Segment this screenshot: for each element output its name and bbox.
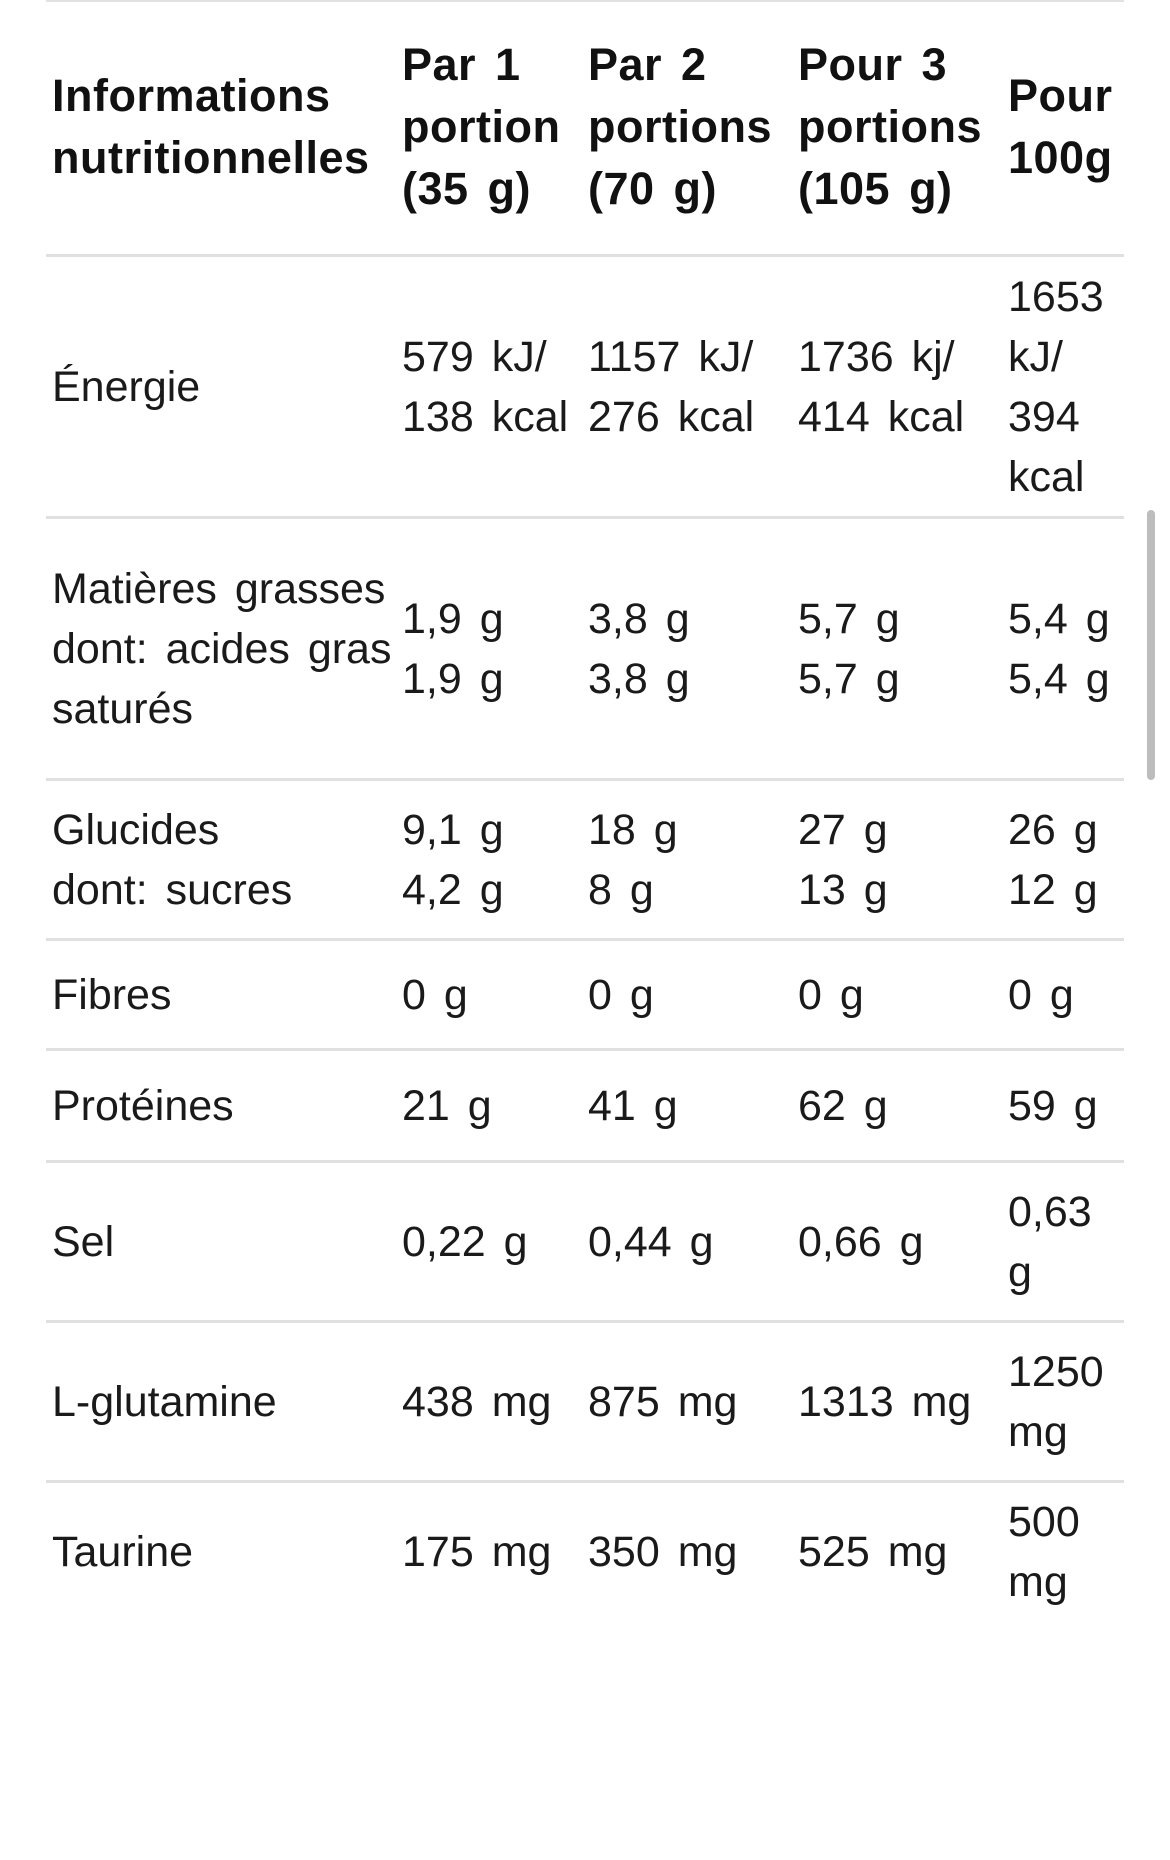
scrollbar-thumb[interactable]	[1147, 510, 1155, 780]
header-per-100g: Pour 100g	[1002, 0, 1124, 257]
glutamine-per-3: 1313 mg	[792, 1321, 1002, 1483]
row-energie: Énergie 579 kJ/ 138 kcal 1157 kJ/ 276 kc…	[46, 255, 1124, 519]
label-energie: Énergie	[46, 255, 396, 519]
row-glucides: Glucides dont: sucres 9,1 g 4,2 g 18 g 8…	[46, 779, 1124, 941]
grasses-per-3: 5,7 g 5,7 g	[792, 517, 1002, 781]
taurine-per-100g: 500 mg	[1008, 1498, 1080, 1607]
glucides-per-2: 18 g 8 g	[582, 779, 792, 941]
fibres-per-3: 0 g	[792, 939, 1002, 1051]
header-row: Informations nutritionnelles Par 1 porti…	[46, 0, 1124, 257]
sel-per-100g: 0,63 g	[1002, 1161, 1124, 1323]
row-taurine: Taurine 175 mg 350 mg 525 mg 500 mg	[46, 1482, 1124, 1622]
grasses-per-2: 3,8 g 3,8 g	[582, 517, 792, 781]
fibres-per-100g: 0 g	[1002, 939, 1124, 1051]
row-proteines: Protéines 21 g 41 g 62 g 59 g	[46, 1049, 1124, 1163]
row-l-glutamine: L-glutamine 438 mg 875 mg 1313 mg 1250 m…	[46, 1321, 1124, 1483]
vertical-scrollbar[interactable]	[1144, 0, 1156, 1860]
label-l-glutamine: L-glutamine	[46, 1321, 396, 1483]
glutamine-per-1: 438 mg	[396, 1321, 582, 1483]
sel-per-3: 0,66 g	[792, 1161, 1002, 1323]
glutamine-per-100g: 1250 mg	[1002, 1321, 1124, 1483]
header-nutrition-info: Informations nutritionnelles	[46, 0, 396, 257]
row-sel: Sel 0,22 g 0,44 g 0,66 g 0,63 g	[46, 1161, 1124, 1323]
label-taurine: Taurine	[52, 1528, 194, 1577]
energie-per-100g: 1653 kJ/ 394 kcal	[1002, 255, 1124, 519]
header-per-1-portion: Par 1 portion (35 g)	[396, 0, 582, 257]
energie-per-3: 1736 kj/ 414 kcal	[792, 255, 1002, 519]
glucides-per-3: 27 g 13 g	[792, 779, 1002, 941]
fibres-per-1: 0 g	[396, 939, 582, 1051]
proteines-per-100g: 59 g	[1002, 1049, 1124, 1163]
header-per-2-portions: Par 2 portions (70 g)	[582, 0, 792, 257]
sel-per-1: 0,22 g	[396, 1161, 582, 1323]
grasses-per-1: 1,9 g 1,9 g	[396, 517, 582, 781]
label-proteines: Protéines	[46, 1049, 396, 1163]
grasses-per-100g: 5,4 g 5,4 g	[1002, 517, 1124, 781]
fibres-per-2: 0 g	[582, 939, 792, 1051]
energie-per-2: 1157 kJ/ 276 kcal	[582, 255, 792, 519]
proteines-per-2: 41 g	[582, 1049, 792, 1163]
sel-per-2: 0,44 g	[582, 1161, 792, 1323]
label-fibres: Fibres	[46, 939, 396, 1051]
glutamine-per-2: 875 mg	[582, 1321, 792, 1483]
proteines-per-1: 21 g	[396, 1049, 582, 1163]
label-matieres-grasses: Matières grasses dont: acides gras satur…	[46, 517, 396, 781]
label-sel: Sel	[46, 1161, 396, 1323]
nutrition-table: Informations nutritionnelles Par 1 porti…	[46, 0, 1124, 1622]
row-matieres-grasses: Matières grasses dont: acides gras satur…	[46, 517, 1124, 781]
label-glucides: Glucides dont: sucres	[46, 779, 396, 941]
proteines-per-3: 62 g	[792, 1049, 1002, 1163]
energie-per-1: 579 kJ/ 138 kcal	[396, 255, 582, 519]
taurine-per-3: 525 mg	[798, 1528, 948, 1577]
taurine-per-1: 175 mg	[402, 1528, 552, 1577]
header-per-3-portions: Pour 3 portions (105 g)	[792, 0, 1002, 257]
row-fibres: Fibres 0 g 0 g 0 g 0 g	[46, 939, 1124, 1051]
glucides-per-1: 9,1 g 4,2 g	[396, 779, 582, 941]
glucides-per-100g: 26 g 12 g	[1002, 779, 1124, 941]
taurine-per-2: 350 mg	[588, 1528, 738, 1577]
